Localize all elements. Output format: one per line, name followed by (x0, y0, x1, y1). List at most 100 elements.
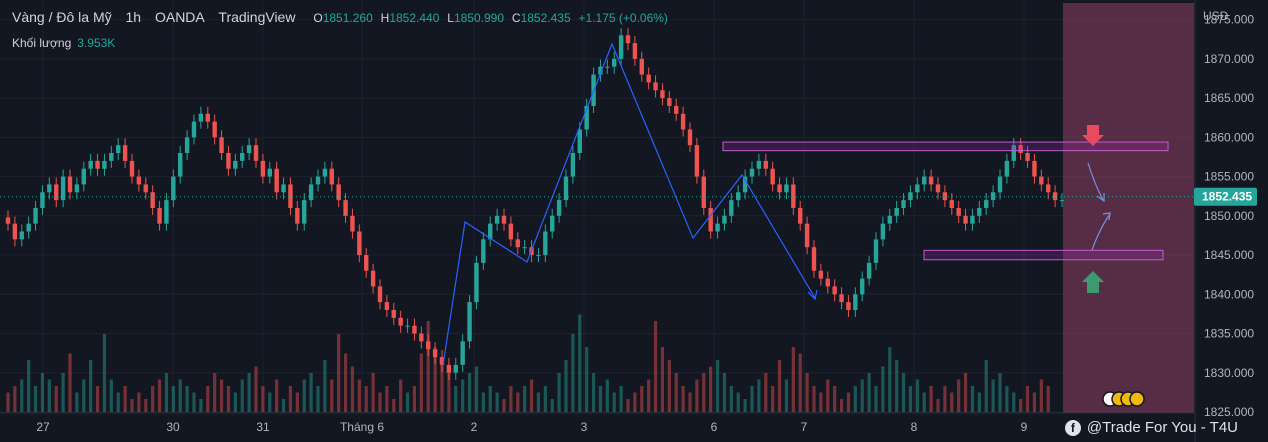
candle-body (804, 223, 810, 248)
y-tick-label: 1830.000 (1204, 366, 1254, 380)
candle-body (632, 43, 638, 59)
volume-bar (350, 366, 355, 412)
candle-body (432, 349, 438, 358)
candle-body (1004, 160, 1010, 177)
candle-body (40, 192, 45, 208)
candle-body (191, 121, 197, 138)
volume-bar (268, 392, 272, 412)
candle-body (922, 176, 927, 185)
candle-body (928, 176, 934, 185)
volume-bar (281, 399, 286, 412)
candle-body (784, 184, 789, 193)
interval[interactable]: 1h (125, 9, 142, 25)
volume-bar (922, 392, 926, 412)
volume-bar (791, 347, 795, 412)
volume-bar (771, 386, 775, 412)
candle-body (129, 160, 135, 177)
volume-bar (399, 379, 403, 412)
volume-bar (199, 399, 203, 412)
candle-body (198, 113, 204, 122)
volume-bar (488, 386, 492, 412)
candle-body (240, 153, 245, 161)
candle-body (122, 145, 128, 161)
volume-bar (895, 360, 899, 412)
volume-bar (13, 386, 17, 412)
volume-bar (826, 379, 830, 412)
candle-body (1046, 184, 1051, 193)
candle-body (949, 200, 954, 208)
candle-body (453, 364, 458, 373)
volume-bar (302, 379, 306, 412)
candle-body (729, 200, 734, 216)
volume-bar (605, 379, 609, 412)
candle-body (54, 184, 59, 201)
volume-bar (688, 392, 692, 412)
axis-unit: USD (1203, 9, 1229, 23)
candle-body (171, 176, 176, 201)
candle-body (997, 176, 1003, 193)
candle-body (150, 192, 155, 208)
volume-bar (846, 392, 851, 412)
volume-bar (440, 360, 444, 412)
candle-body (1059, 200, 1065, 202)
candle-body (343, 200, 348, 216)
volume-bar (151, 386, 155, 412)
watermark-text: @Trade For You - T4U (1086, 419, 1238, 436)
volume-bar (591, 373, 596, 412)
candle-body (908, 192, 913, 201)
candle-body (302, 200, 307, 224)
candle-body (350, 215, 355, 232)
volume-bar (371, 373, 375, 412)
volume-bar (764, 373, 768, 412)
volume-bar (364, 386, 368, 412)
volume-bar (612, 392, 616, 412)
candle-body (439, 357, 445, 365)
x-tick-label: 2 (471, 420, 478, 434)
candle-body (543, 231, 548, 256)
candle-body (915, 184, 920, 193)
y-tick-label: 1865.000 (1204, 91, 1254, 105)
x-tick-label: Tháng 6 (340, 420, 384, 434)
volume-bar (178, 379, 182, 412)
volume-bar (240, 379, 244, 412)
wave-arrowhead (807, 289, 818, 301)
candle-body (977, 207, 982, 216)
candle-body (894, 207, 899, 216)
volume-bar (157, 379, 162, 412)
volume-bar (323, 360, 327, 412)
volume-bar (357, 379, 361, 412)
last-price-badge (1194, 187, 1257, 206)
volume-bar (743, 399, 747, 412)
volume-bar (247, 373, 251, 412)
candle-body (860, 278, 865, 295)
candle-body (873, 239, 879, 263)
x-tick-label: 30 (166, 420, 180, 434)
volume-bar (502, 399, 506, 412)
candle-body (281, 184, 286, 193)
candle-body (715, 223, 720, 232)
volume-bar (309, 373, 313, 412)
candle-body (12, 223, 18, 240)
candle-body (67, 176, 73, 193)
candle-body (708, 207, 713, 232)
event-flag-icon (1129, 391, 1145, 407)
volume-bar (481, 392, 485, 412)
high-value: 1852.440 (389, 11, 440, 25)
candle-body (405, 325, 410, 327)
volume-bar (943, 386, 947, 412)
candle-body (1025, 153, 1030, 161)
watermark: f @Trade For You - T4U (1064, 419, 1238, 436)
volume-bar (998, 373, 1002, 412)
volume-value: 3.953K (77, 36, 116, 50)
volume-bar (1019, 399, 1023, 412)
volume-bar (640, 386, 644, 412)
volume-bar (805, 373, 809, 412)
candle-body (315, 176, 321, 185)
candle-body (164, 200, 169, 224)
volume-bar (474, 366, 479, 412)
close-value: 1852.435 (520, 11, 571, 25)
volume-bar (564, 360, 568, 412)
volume-bar (757, 379, 761, 412)
volume-bar (509, 386, 513, 412)
